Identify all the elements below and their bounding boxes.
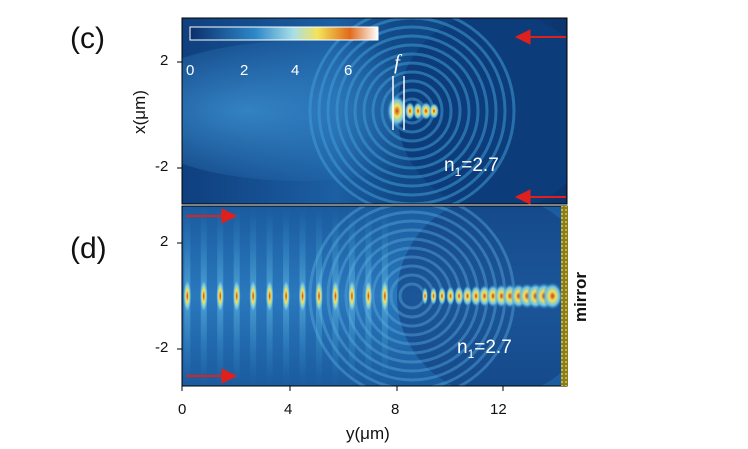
focus-spot [542, 282, 562, 310]
colorbar-tick-2: 2 [240, 62, 249, 79]
x-tick-12: 12 [490, 401, 507, 418]
fringe-peak [249, 279, 258, 313]
focus-spot [470, 285, 482, 307]
y-tick-c-neg2: -2 [155, 158, 169, 175]
ripple-c [344, 43, 480, 179]
arrow-c-top [514, 29, 566, 45]
panel-label-c: (c) [70, 22, 105, 55]
fringe-peak [380, 279, 389, 313]
fringe-peak [265, 279, 274, 313]
arrow-d-bottom [186, 368, 238, 384]
mirror-label: mirror [571, 271, 591, 323]
ripple-c [362, 61, 462, 161]
ripple-c [308, 18, 516, 204]
fringe-peak [331, 279, 340, 313]
fringe-peak [364, 279, 373, 313]
ripple-c [353, 52, 471, 170]
y-tick-c-2: 2 [160, 52, 169, 69]
x-axis-label: y(μm) [346, 424, 390, 443]
focal-spot [387, 95, 407, 127]
arrow-c-bottom [514, 189, 566, 205]
x-tick-4: 4 [284, 401, 293, 418]
ripple-c [380, 79, 444, 143]
focal-spot [413, 102, 423, 120]
fringe-peak [347, 279, 356, 313]
focus-spot [446, 286, 455, 306]
focus-spot [430, 286, 437, 306]
ripple-c [317, 18, 507, 204]
fringe-peak [298, 279, 307, 313]
focal-spot [405, 102, 415, 120]
focal-spot [429, 103, 439, 119]
fringe-peak [216, 279, 225, 313]
focal-length-label: f [394, 50, 400, 74]
ripple-c [371, 70, 453, 152]
colorbar-tick-0: 0 [186, 62, 195, 79]
refractive-index-label-c: n1=2.7 [444, 155, 499, 179]
arrow-d-top [186, 208, 238, 224]
focus-spot [454, 285, 464, 307]
fringe-peak [183, 279, 192, 313]
x-tick-8: 8 [391, 401, 400, 418]
panel-label-d: (d) [70, 232, 107, 265]
focus-spot [422, 287, 428, 305]
ripple-c [326, 25, 498, 197]
colorbar-tick-6: 6 [344, 62, 353, 79]
fringe-peak [199, 279, 208, 313]
ripple-c [335, 34, 489, 188]
focus-spot [438, 286, 446, 306]
panel-d-field [182, 206, 562, 386]
x-tick-0: 0 [178, 401, 187, 418]
fringe-peak [232, 279, 241, 313]
y-tick-d-2: 2 [160, 233, 169, 250]
y-tick-d-neg2: -2 [155, 339, 169, 356]
refractive-index-label-d: n1=2.7 [457, 337, 512, 361]
panel-c-field [182, 18, 567, 204]
colorbar-tick-4: 4 [291, 62, 300, 79]
fringe-peak [282, 279, 291, 313]
fringe-peak [315, 279, 324, 313]
mirror-strip [561, 206, 568, 386]
focal-spot [420, 102, 432, 120]
focus-spot [462, 285, 473, 307]
